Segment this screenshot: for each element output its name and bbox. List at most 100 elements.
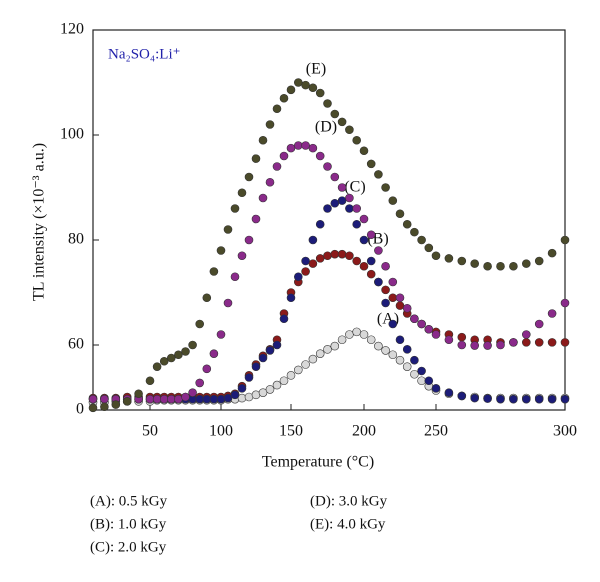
- data-point: [521, 394, 531, 404]
- data-point: [209, 394, 219, 404]
- data-point: [230, 204, 240, 213]
- inset-title: Na₂SO₄:Li⁺: [108, 46, 181, 62]
- y-tick-label: 80: [68, 231, 84, 248]
- data-point: [410, 227, 419, 237]
- data-point: [251, 362, 261, 371]
- legend-entry: (D): 3.0 kGy: [310, 493, 388, 509]
- legend-entry: (A): 0.5 kGy: [90, 493, 168, 509]
- data-point: [202, 293, 212, 303]
- data-point: [402, 303, 412, 313]
- data-point: [366, 230, 376, 240]
- data-point: [279, 93, 289, 103]
- data-point: [251, 214, 261, 224]
- data-point: [410, 314, 419, 324]
- data-point: [547, 394, 557, 404]
- data-point: [366, 159, 376, 169]
- data-point: [330, 341, 340, 351]
- data-point: [534, 256, 544, 266]
- data-point: [337, 249, 347, 259]
- data-point: [374, 246, 383, 255]
- data-point: [395, 293, 405, 303]
- series-label: (D): [315, 119, 337, 136]
- data-point: [230, 272, 240, 282]
- data-point: [359, 146, 369, 156]
- data-point: [111, 400, 121, 409]
- data-point: [483, 341, 492, 350]
- data-point: [308, 235, 318, 245]
- data-point: [330, 109, 340, 119]
- data-point: [534, 394, 544, 404]
- data-point: [100, 402, 109, 412]
- data-point: [174, 394, 183, 404]
- data-point: [366, 269, 376, 279]
- data-point: [272, 340, 282, 350]
- data-point: [410, 355, 419, 365]
- data-point: [402, 345, 412, 354]
- data-point: [223, 298, 233, 308]
- data-point: [534, 338, 544, 347]
- data-point: [417, 366, 426, 376]
- data-point: [293, 78, 303, 87]
- data-point: [181, 347, 190, 356]
- data-point: [216, 394, 226, 404]
- data-point: [88, 394, 98, 404]
- data-point: [521, 330, 531, 339]
- data-point: [337, 117, 347, 127]
- data-point: [417, 319, 426, 329]
- data-point: [251, 154, 261, 163]
- data-point: [417, 235, 426, 245]
- data-point: [100, 394, 109, 404]
- data-point: [470, 259, 480, 268]
- data-point: [431, 251, 441, 261]
- data-point: [195, 378, 204, 388]
- data-point: [534, 319, 544, 329]
- data-point: [388, 277, 398, 287]
- data-point: [258, 353, 268, 363]
- data-point: [457, 256, 467, 266]
- data-point: [444, 335, 454, 345]
- y-tick-label: 120: [60, 21, 84, 38]
- data-point: [223, 393, 233, 403]
- data-point: [352, 219, 362, 229]
- data-point: [286, 371, 296, 380]
- data-point: [431, 330, 441, 339]
- data-point: [202, 364, 212, 374]
- data-point: [286, 293, 296, 303]
- x-tick-label: 200: [352, 423, 376, 440]
- data-point: [216, 330, 226, 339]
- data-point: [374, 170, 383, 179]
- data-point: [483, 394, 492, 403]
- data-point: [509, 261, 518, 271]
- data-point: [134, 389, 143, 399]
- data-point: [181, 392, 190, 402]
- x-tick-label: 250: [424, 423, 448, 440]
- series-label: (E): [306, 61, 326, 78]
- data-point: [265, 346, 275, 355]
- data-point: [560, 394, 570, 404]
- data-point: [258, 388, 268, 397]
- data-point: [470, 393, 480, 403]
- data-point: [337, 196, 347, 205]
- data-point: [237, 384, 247, 393]
- data-point: [323, 162, 332, 171]
- data-point: [272, 104, 282, 114]
- data-point: [374, 341, 383, 351]
- data-point: [244, 172, 254, 182]
- plot-frame: [92, 29, 566, 411]
- data-point: [265, 120, 275, 129]
- data-point: [209, 267, 219, 276]
- data-point: [388, 350, 398, 360]
- data-point: [293, 141, 303, 150]
- data-point: [381, 261, 390, 271]
- data-point: [323, 204, 332, 213]
- data-point: [272, 162, 282, 171]
- data-point: [265, 385, 275, 394]
- data-point: [122, 397, 132, 406]
- data-point: [345, 330, 354, 339]
- data-point: [560, 235, 570, 245]
- data-point: [345, 251, 354, 261]
- data-point: [88, 403, 98, 413]
- data-point: [258, 135, 268, 145]
- data-point: [244, 235, 254, 245]
- data-point: [374, 277, 383, 287]
